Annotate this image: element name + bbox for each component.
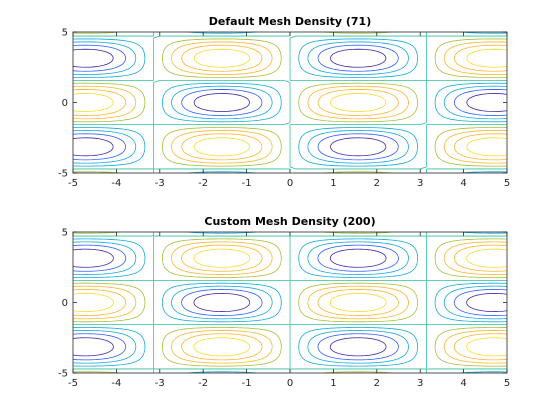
x-tick-label: -1 [242, 178, 252, 189]
axes-frame [72, 231, 508, 374]
contour-level-6 [72, 241, 508, 364]
contour-level-1 [72, 244, 508, 361]
contour-level-6 [72, 41, 508, 164]
x-tick-label: -3 [155, 178, 165, 189]
x-tick-label: 3 [417, 178, 423, 189]
contour-level-4 [73, 32, 507, 173]
x-tick-label: -5 [68, 378, 78, 389]
subplot-default-mesh: Default Mesh Density (71) -5 -4 -3 -2 -1 0 1 2 3… [58, 15, 510, 189]
subplot-title: Default Mesh Density (71) [209, 15, 371, 28]
x-tick-label: 0 [287, 378, 293, 389]
contour-level-2 [72, 41, 508, 164]
contour-level-5 [72, 31, 508, 174]
x-tick-label: -4 [111, 178, 121, 189]
contour-level-8 [72, 48, 508, 157]
y-tick-label: 0 [62, 298, 68, 309]
contour-level-0 [72, 48, 508, 157]
contour-lines [72, 31, 508, 174]
y-tick-label: -5 [58, 369, 68, 380]
x-tick-label: 3 [417, 378, 423, 389]
x-tick-label: -3 [155, 378, 165, 389]
x-tick-label: 4 [460, 178, 466, 189]
x-tick-label: 4 [460, 378, 466, 389]
x-tick-label: -5 [68, 178, 78, 189]
subplot-title: Custom Mesh Density (200) [204, 215, 375, 228]
subplot-custom-mesh: Custom Mesh Density (200) -5 -4 -3 -2 -1 0 1 2 3… [58, 215, 510, 389]
x-tick-label: -4 [111, 378, 121, 389]
x-tick-label: 1 [330, 178, 336, 189]
contour-level-8 [72, 248, 508, 357]
x-tick-label: 5 [504, 378, 510, 389]
contour-level-7 [72, 44, 508, 161]
x-tick-label: 5 [504, 178, 510, 189]
x-tick-label: -1 [242, 378, 252, 389]
x-tick-label: -2 [198, 178, 208, 189]
y-tick-label: 5 [62, 28, 68, 39]
y-tick-label: 0 [62, 98, 68, 109]
axis-ticks: -5 -4 -3 -2 -1 0 1 2 3 4 5 -5 0 5 [58, 28, 510, 190]
y-tick-label: -5 [58, 169, 68, 180]
x-tick-label: 1 [330, 378, 336, 389]
x-tick-label: 2 [374, 178, 380, 189]
contour-lines [72, 231, 508, 374]
contour-level-2 [72, 241, 508, 364]
contour-level-5 [72, 231, 508, 374]
contour-level-1 [72, 44, 508, 161]
x-tick-label: -2 [198, 378, 208, 389]
y-tick-label: 5 [62, 228, 68, 239]
contour-level-7 [72, 244, 508, 361]
axes-frame [72, 31, 508, 174]
contour-level-0 [72, 248, 508, 357]
x-tick-label: 0 [287, 178, 293, 189]
x-tick-label: 2 [374, 378, 380, 389]
